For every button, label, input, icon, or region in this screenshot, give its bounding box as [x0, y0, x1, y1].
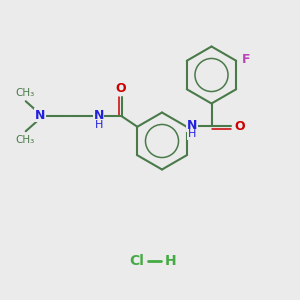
Text: O: O — [234, 119, 245, 133]
Text: Cl: Cl — [129, 254, 144, 268]
Text: H: H — [165, 254, 177, 268]
Text: N: N — [187, 118, 197, 132]
Text: O: O — [115, 82, 125, 95]
Text: H: H — [94, 120, 103, 130]
Text: F: F — [242, 53, 250, 66]
Text: CH₃: CH₃ — [16, 88, 35, 98]
Text: N: N — [35, 109, 45, 122]
Text: H: H — [188, 129, 196, 140]
Text: CH₃: CH₃ — [16, 135, 35, 145]
Text: N: N — [93, 109, 104, 122]
